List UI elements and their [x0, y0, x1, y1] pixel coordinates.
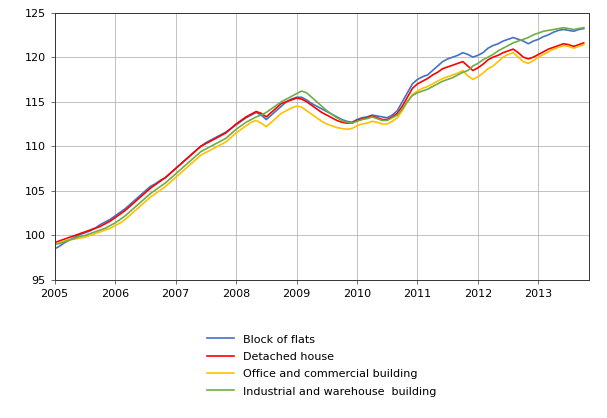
Line: Detached house: Detached house [55, 43, 584, 242]
Office and commercial building [358, 122, 365, 127]
Office and commercial building [509, 50, 517, 55]
Industrial and warehouse  building [358, 117, 365, 122]
Industrial and warehouse  building [414, 90, 421, 95]
Block of flats [580, 26, 588, 31]
Line: Block of flats: Block of flats [55, 28, 584, 249]
Detached house [414, 82, 421, 87]
Block of flats [51, 246, 58, 251]
Detached house [358, 116, 365, 121]
Detached house [51, 240, 58, 245]
Industrial and warehouse  building [394, 112, 401, 117]
Detached house [66, 235, 73, 240]
Industrial and warehouse  building [580, 25, 588, 30]
Office and commercial building [394, 115, 401, 120]
Line: Industrial and warehouse  building: Industrial and warehouse building [55, 28, 584, 245]
Office and commercial building [51, 242, 58, 247]
Block of flats [358, 115, 365, 120]
Industrial and warehouse  building [364, 116, 371, 121]
Industrial and warehouse  building [560, 25, 567, 30]
Office and commercial building [66, 237, 73, 242]
Office and commercial building [364, 121, 371, 126]
Block of flats [509, 35, 517, 40]
Industrial and warehouse  building [509, 41, 517, 46]
Block of flats [364, 115, 371, 120]
Detached house [509, 46, 517, 51]
Line: Office and commercial building: Office and commercial building [55, 45, 584, 245]
Industrial and warehouse  building [51, 242, 58, 247]
Office and commercial building [414, 89, 421, 94]
Detached house [364, 115, 371, 120]
Detached house [394, 111, 401, 116]
Block of flats [66, 237, 73, 242]
Detached house [580, 41, 588, 46]
Office and commercial building [580, 42, 588, 47]
Legend: Block of flats, Detached house, Office and commercial building, Industrial and w: Block of flats, Detached house, Office a… [207, 334, 436, 397]
Industrial and warehouse  building [66, 237, 73, 242]
Block of flats [414, 77, 421, 82]
Block of flats [394, 108, 401, 113]
